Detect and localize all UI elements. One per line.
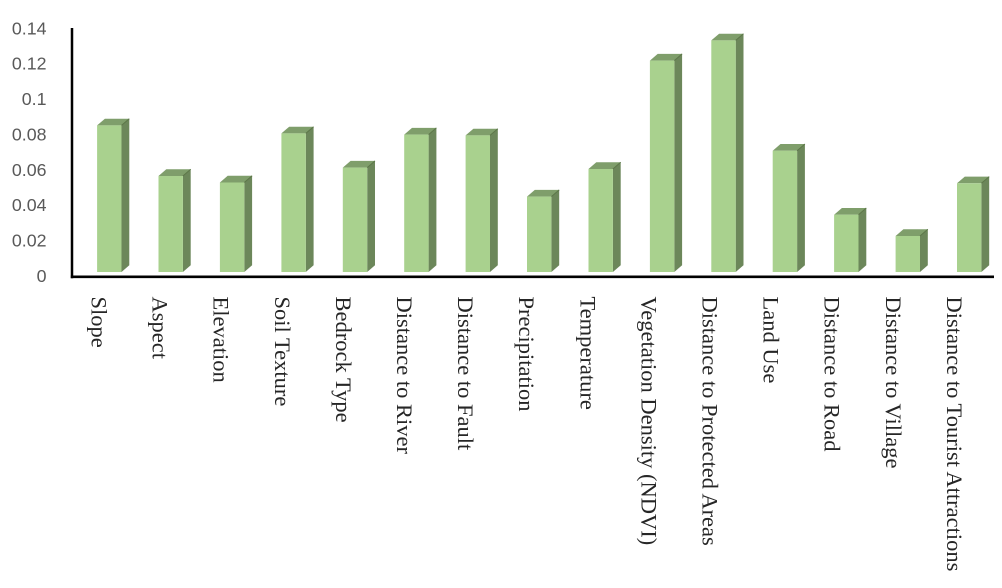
svg-text:0.04: 0.04 — [12, 195, 47, 215]
svg-text:Vegetation Density (NDVI): Vegetation Density (NDVI) — [636, 297, 661, 546]
svg-text:Aspect: Aspect — [148, 297, 173, 360]
svg-text:Distance to Protected Areas: Distance to Protected Areas — [698, 297, 723, 546]
svg-text:0: 0 — [37, 266, 47, 286]
svg-text:0.06: 0.06 — [12, 160, 47, 180]
svg-text:Bedrock Type: Bedrock Type — [331, 297, 356, 423]
svg-text:Distance to Road: Distance to Road — [820, 297, 845, 452]
svg-text:0.12: 0.12 — [12, 54, 47, 74]
svg-text:Distance to River: Distance to River — [392, 297, 417, 455]
svg-text:0.14: 0.14 — [12, 18, 47, 38]
svg-text:Slope: Slope — [87, 297, 112, 348]
svg-text:Elevation: Elevation — [209, 297, 234, 383]
svg-text:Soil Texture: Soil Texture — [270, 297, 295, 407]
svg-text:Precipitation: Precipitation — [514, 297, 539, 412]
svg-text:Distance to Fault: Distance to Fault — [453, 297, 478, 451]
svg-text:0.1: 0.1 — [22, 89, 47, 109]
svg-text:0.02: 0.02 — [12, 231, 47, 251]
svg-text:Land Use: Land Use — [759, 297, 784, 384]
svg-text:Distance to Tourist Attraction: Distance to Tourist Attractions — [942, 297, 967, 572]
svg-text:Distance to Village: Distance to Village — [881, 297, 906, 469]
svg-text:Temperature: Temperature — [575, 297, 600, 410]
svg-text:0.08: 0.08 — [12, 124, 47, 144]
